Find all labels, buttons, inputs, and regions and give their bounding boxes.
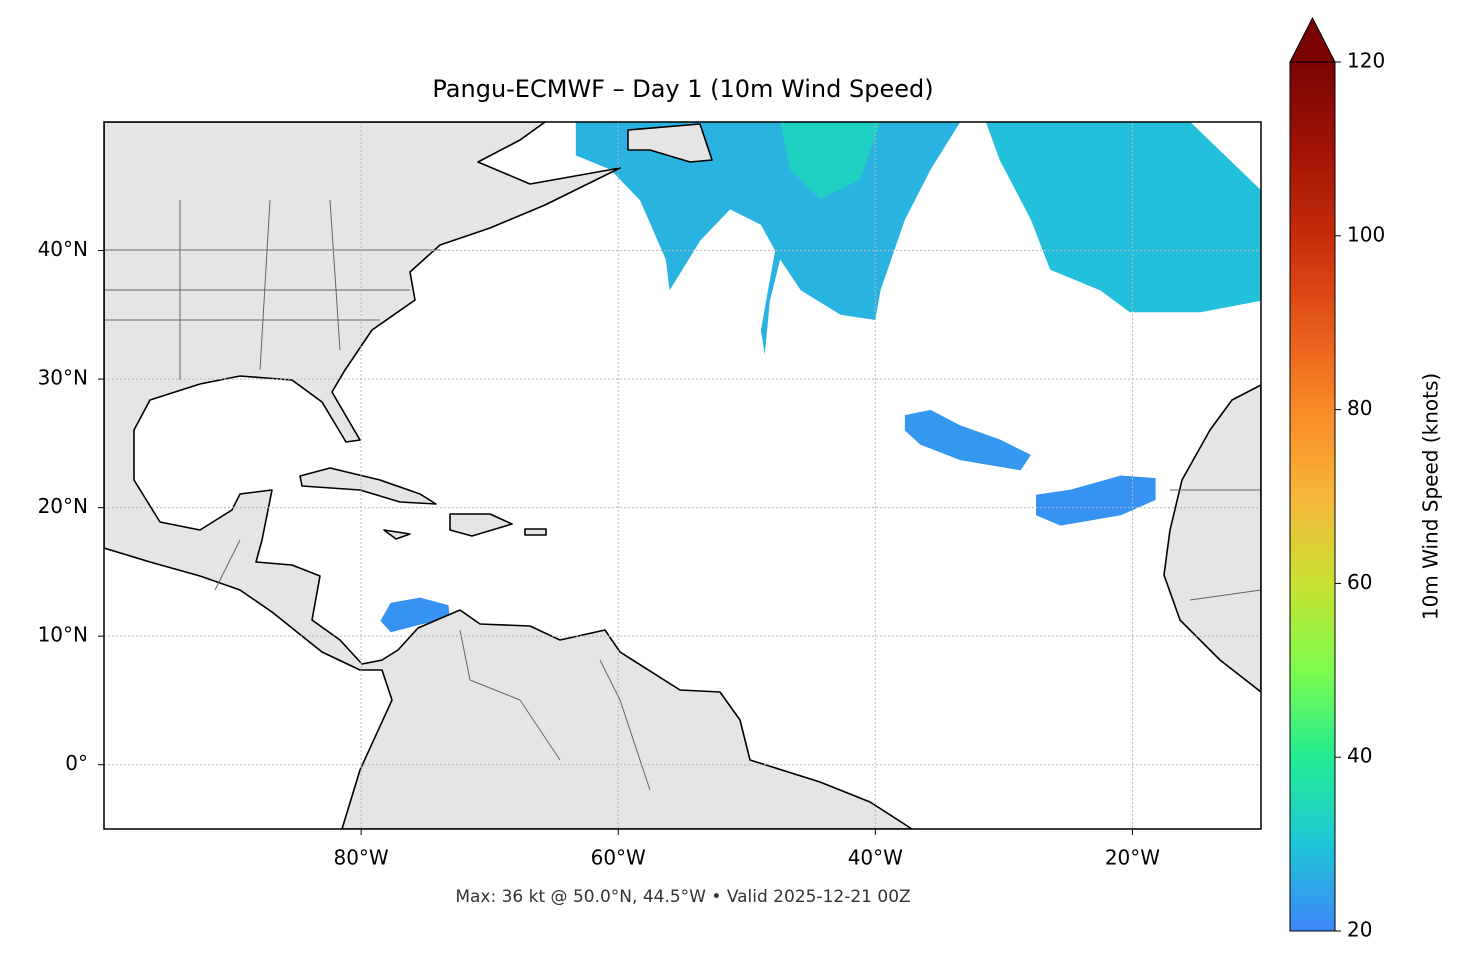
colorbar-label: 10m Wind Speed (knots) bbox=[1419, 373, 1443, 620]
y-tick-label: 0° bbox=[65, 751, 88, 775]
puerto-rico bbox=[524, 528, 547, 536]
x-tick-label: 40°W bbox=[848, 846, 903, 870]
y-tick-label: 20°N bbox=[38, 494, 88, 518]
chart-title: Pangu-ECMWF – Day 1 (10m Wind Speed) bbox=[432, 75, 933, 103]
colorbar-scale bbox=[1289, 61, 1336, 932]
wind-area bbox=[985, 122, 1261, 313]
x-tick-label: 20°W bbox=[1105, 846, 1160, 870]
hispaniola bbox=[449, 513, 513, 537]
x-tick-label: 60°W bbox=[591, 846, 646, 870]
colorbar-tick-label: 60 bbox=[1347, 570, 1372, 594]
plot-area bbox=[104, 122, 1261, 829]
borders bbox=[104, 199, 1261, 791]
wind-area bbox=[380, 597, 450, 633]
caption: Max: 36 kt @ 50.0°N, 44.5°W • Valid 2025… bbox=[455, 887, 910, 907]
x-tick-label: 80°W bbox=[333, 846, 388, 870]
colorbar-extend bbox=[1289, 16, 1336, 63]
wind-area bbox=[904, 409, 1031, 471]
colorbar-tick-label: 80 bbox=[1347, 396, 1372, 420]
jamaica bbox=[383, 529, 411, 540]
colorbar-tick-label: 120 bbox=[1347, 49, 1385, 73]
axis-ticks: 80°W 60°W 40°W 20°W 0° 10°N 20°N 30°N 40°N bbox=[38, 237, 1161, 869]
axes-frame bbox=[103, 121, 1262, 830]
y-tick-label: 30°N bbox=[38, 366, 88, 390]
colorbar: 20 40 60 80 100 120 10m Wind Speed (knots) bbox=[1289, 16, 1443, 942]
wind-area bbox=[1036, 475, 1156, 526]
colorbar-tick-label: 100 bbox=[1347, 222, 1385, 246]
land bbox=[104, 122, 1261, 829]
americas bbox=[104, 122, 913, 829]
wind-field bbox=[380, 122, 1261, 633]
newfoundland bbox=[627, 123, 713, 163]
colorbar-tick-label: 20 bbox=[1347, 918, 1372, 942]
wind-area bbox=[780, 122, 881, 200]
cuba bbox=[299, 467, 437, 505]
colorbar-tick-label: 40 bbox=[1347, 744, 1372, 768]
africa bbox=[1163, 384, 1261, 693]
wind-area bbox=[575, 122, 961, 355]
grid bbox=[104, 122, 1261, 829]
y-tick-label: 10°N bbox=[38, 623, 88, 647]
y-tick-label: 40°N bbox=[38, 237, 88, 261]
